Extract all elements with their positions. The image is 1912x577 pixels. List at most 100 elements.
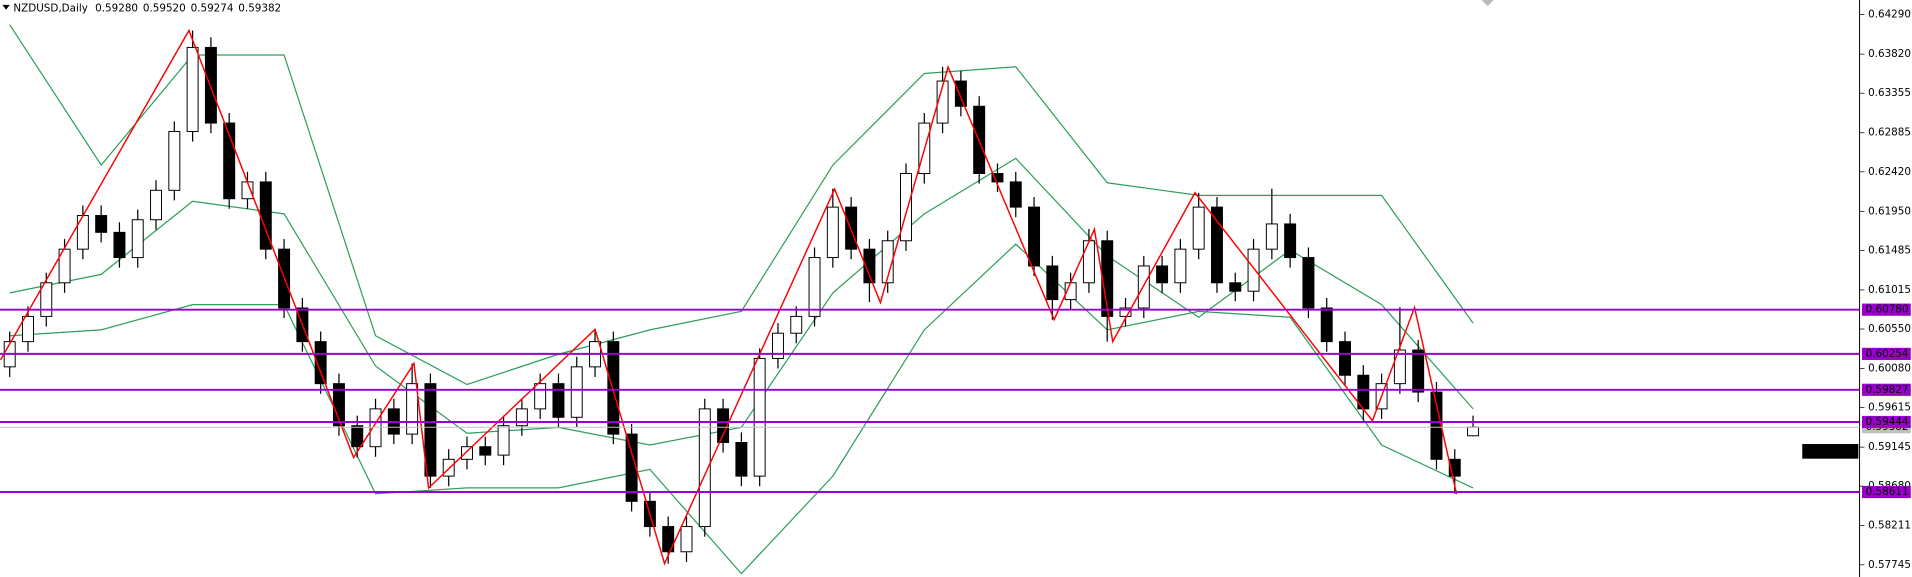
- candle-body: [351, 425, 364, 448]
- y-tick-label: 0.64290: [1868, 9, 1911, 21]
- candle-body: [826, 206, 839, 259]
- candle-body: [515, 408, 528, 427]
- zigzag: [0, 28, 1458, 566]
- level-box: [1862, 415, 1911, 429]
- y-tick-label: 0.58211: [1868, 520, 1911, 532]
- symbol: NZDUSD,Daily: [13, 3, 87, 15]
- candle-body: [1229, 282, 1242, 292]
- level-label: 0.60254: [1866, 348, 1909, 360]
- candle-body: [534, 383, 547, 410]
- candle-body: [497, 425, 510, 456]
- candle-body: [1320, 307, 1333, 343]
- candle-body: [954, 80, 967, 107]
- candle-body: [424, 383, 437, 477]
- candle-body: [369, 408, 382, 448]
- candle-body: [900, 173, 912, 242]
- candle-body: [625, 433, 638, 502]
- candle-body: [1028, 206, 1041, 267]
- y-tick-label: 0.62420: [1868, 166, 1911, 178]
- candle-body: [406, 383, 419, 435]
- bollinger-upper: [9, 24, 1474, 386]
- candle-body: [150, 189, 163, 221]
- ohlc-value: 0.59520: [143, 3, 186, 15]
- candle-body: [1156, 265, 1169, 284]
- y-tick-label: 0.63355: [1868, 87, 1911, 99]
- candle-body: [1339, 341, 1351, 376]
- candle-body: [95, 215, 108, 233]
- candle-body: [461, 446, 473, 460]
- candle-body: [113, 231, 126, 259]
- y-tick-label: 0.60550: [1868, 323, 1911, 335]
- y-tick-label: 0.61015: [1868, 284, 1911, 296]
- candle-body: [22, 315, 34, 343]
- level-box: [1862, 303, 1911, 316]
- candle-body: [662, 526, 675, 553]
- level-box: [1862, 347, 1911, 360]
- ohlc-value: 0.59274: [191, 3, 234, 15]
- candle-body: [131, 219, 144, 259]
- y-tick-label: 0.59145: [1868, 441, 1911, 453]
- y-tick-label: 0.57745: [1868, 559, 1911, 571]
- candle-body: [863, 248, 876, 284]
- candle-body: [808, 257, 821, 317]
- candle-body: [1412, 349, 1425, 393]
- candle-body: [314, 341, 327, 385]
- candle-body: [186, 46, 199, 132]
- candle-body: [1046, 265, 1059, 301]
- candle-body: [76, 215, 89, 250]
- candle-body: [717, 408, 730, 443]
- bollinger-lower: [9, 243, 1474, 575]
- candle-body: [1284, 223, 1297, 259]
- candle-body: [1174, 248, 1187, 284]
- candle-body: [570, 366, 583, 418]
- ohlc-value: 0.59280: [95, 3, 138, 15]
- bb-button-label[interactable]: BB ON: [1814, 446, 1847, 458]
- shift-marker: [1481, 0, 1494, 7]
- level-label: 0.60780: [1866, 304, 1909, 316]
- y-tick-label: 0.62885: [1868, 127, 1911, 139]
- candle-body: [1137, 265, 1150, 309]
- candle-body: [936, 80, 949, 124]
- candle-body: [735, 442, 748, 477]
- menu-arrow: [2, 4, 10, 10]
- candle-body: [771, 332, 784, 359]
- y-tick-label: 0.61950: [1868, 205, 1911, 217]
- candle-body: [1082, 240, 1095, 284]
- y-tick-label: 0.61485: [1868, 244, 1911, 256]
- candle-body: [1247, 248, 1260, 292]
- candle-body: [607, 341, 620, 435]
- level-box: [1862, 383, 1911, 396]
- candle-body: [168, 130, 181, 191]
- candle-body: [442, 458, 455, 477]
- bb-button[interactable]: [1802, 444, 1859, 459]
- candle-body: [479, 446, 492, 456]
- y-tick-label: 0.60080: [1868, 363, 1911, 375]
- candle-body: [753, 357, 766, 477]
- candle-body: [698, 408, 711, 528]
- candle-body: [40, 282, 53, 317]
- candle-body: [1192, 206, 1205, 250]
- y-tick-label: 0.63820: [1868, 48, 1911, 60]
- candle-body: [790, 315, 803, 334]
- candle-body: [1467, 426, 1480, 437]
- y-tick-label: 0.59615: [1868, 402, 1911, 414]
- candle-body: [204, 46, 217, 124]
- ohlc-value: 0.59382: [238, 3, 281, 15]
- candle-body: [223, 122, 236, 200]
- candle-body: [1119, 307, 1132, 317]
- candle-body: [1430, 391, 1443, 460]
- candle-body: [1448, 458, 1461, 477]
- candle-body: [1302, 257, 1315, 309]
- candle-body: [1265, 223, 1278, 250]
- chart-header: NZDUSD,Daily 0.59280 0.59520 0.59274 0.59382: [13, 3, 281, 15]
- level-label: 0.59444: [1866, 416, 1909, 428]
- candle-body: [1009, 181, 1022, 208]
- level-label: 0.58611: [1866, 486, 1909, 498]
- candle-body: [991, 173, 1004, 183]
- level-label: 0.59827: [1866, 384, 1909, 396]
- level-box: [1862, 485, 1911, 499]
- candle-body: [552, 383, 565, 418]
- candle-body: [881, 240, 894, 284]
